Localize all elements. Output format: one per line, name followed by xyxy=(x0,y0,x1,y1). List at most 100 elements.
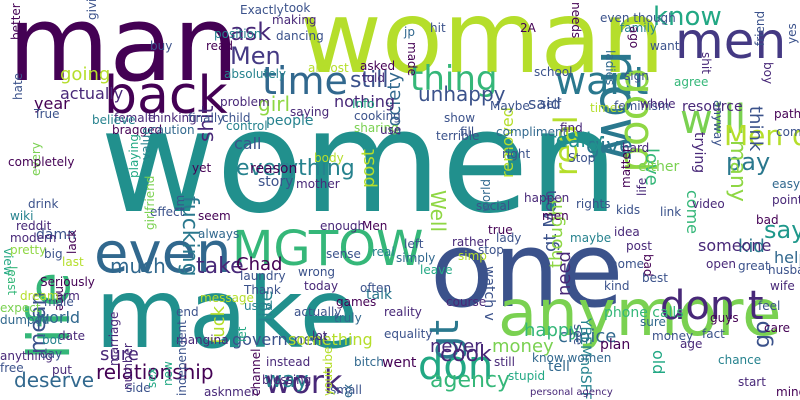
word-236: bad xyxy=(756,213,779,227)
word-186: sharing xyxy=(354,121,399,135)
word-63: old xyxy=(649,350,668,375)
word-256: rather xyxy=(452,235,489,249)
word-116: instead xyxy=(266,355,311,369)
word-101: lot xyxy=(312,329,328,343)
word-35: take xyxy=(196,254,244,279)
word-228: sure xyxy=(640,315,666,329)
word-10: men xyxy=(675,12,787,70)
word-18: don xyxy=(418,343,494,389)
word-172: buy xyxy=(150,39,173,53)
word-210: ago xyxy=(627,26,641,49)
word-238: link xyxy=(660,205,682,219)
word-86: phone calls xyxy=(604,305,684,321)
word-261: real xyxy=(372,245,395,259)
word-129: completely xyxy=(8,155,75,169)
word-82: talk xyxy=(366,287,393,303)
word-117: blessing xyxy=(262,373,312,387)
word-13: time xyxy=(262,59,348,103)
word-90: either xyxy=(638,159,680,175)
word-88: tell xyxy=(548,359,570,375)
word-241: post xyxy=(626,239,652,253)
word-83: went xyxy=(382,355,417,371)
word-6: even xyxy=(94,221,232,286)
word-125: date xyxy=(58,329,86,343)
word-20: Men don xyxy=(724,119,800,152)
word-0: women xyxy=(100,80,619,245)
word-48: Well xyxy=(426,190,450,233)
word-76: damn xyxy=(36,227,76,243)
word-91: trying xyxy=(691,132,707,174)
word-187: use xyxy=(380,123,402,137)
word-250: happen xyxy=(524,191,570,205)
word-199: self xyxy=(540,97,562,111)
word-209: whole xyxy=(640,97,676,111)
word-146: bot xyxy=(42,333,62,347)
word-77: call xyxy=(234,134,262,153)
word-240: idea xyxy=(614,225,640,239)
word-87: plan xyxy=(600,337,631,353)
word-181: saying xyxy=(290,105,330,119)
word-114: asknmen xyxy=(204,385,259,399)
word-196: Maybe xyxy=(490,99,530,113)
word-43: girl xyxy=(258,92,291,116)
word-133: wiki xyxy=(10,209,34,223)
word-9: MGTOW xyxy=(232,221,424,277)
word-227: start xyxy=(738,375,766,389)
word-229: money xyxy=(652,329,694,343)
word-135: pretty xyxy=(10,243,47,257)
word-178: dancing xyxy=(276,29,324,43)
word-254: true xyxy=(488,223,513,237)
word-71: something xyxy=(288,330,373,349)
word-99: today xyxy=(304,279,339,293)
word-118: mangina xyxy=(176,333,229,347)
word-94: know women xyxy=(532,351,612,365)
word-155: female xyxy=(114,111,156,125)
word-182: Info xyxy=(352,97,375,111)
word-64: kid xyxy=(738,236,765,257)
word-143: expect xyxy=(0,301,41,315)
word-233: chance xyxy=(718,353,762,367)
word-104: youtube xyxy=(321,346,335,396)
word-207: feminism xyxy=(614,99,670,113)
word-107: equality xyxy=(384,327,433,341)
word-22: know xyxy=(653,2,722,32)
word-121: new xyxy=(161,361,175,386)
word-12: don t xyxy=(660,283,764,329)
word-72: world xyxy=(36,308,81,327)
word-161: child xyxy=(222,111,251,125)
word-126: lack xyxy=(65,229,79,254)
word-120: let xyxy=(235,326,249,342)
word-185: told xyxy=(362,71,385,85)
word-39: unhappy xyxy=(418,82,506,106)
word-212: agree xyxy=(674,75,709,89)
word-34: way xyxy=(264,368,309,393)
word-188: jp xyxy=(404,25,415,39)
word-110: laundry xyxy=(240,269,286,283)
word-263: often xyxy=(360,281,392,295)
word-33: still xyxy=(350,68,389,93)
word-131: reddit xyxy=(16,219,52,233)
word-230: age xyxy=(680,337,703,351)
word-201: Stop xyxy=(568,151,596,165)
word-113: message xyxy=(200,291,254,305)
word-190: hit xyxy=(430,21,446,35)
word-152: better xyxy=(9,3,23,40)
word-105: bitch xyxy=(354,355,384,369)
word-141: free xyxy=(0,361,24,375)
word-53: said xyxy=(528,94,561,113)
word-68: help xyxy=(774,248,800,267)
word-69: resource xyxy=(682,99,743,115)
word-127: True xyxy=(34,107,60,121)
word-24: relationship xyxy=(96,360,214,384)
word-56: removed xyxy=(498,107,517,178)
word-211: want xyxy=(650,39,680,53)
word-65: someone xyxy=(698,236,772,255)
word-102: small xyxy=(330,383,362,397)
word-30: Men xyxy=(230,42,281,70)
word-154: giving xyxy=(85,0,99,20)
word-79: story xyxy=(258,174,294,190)
word-214: anyway xyxy=(711,100,725,147)
word-231: fact xyxy=(702,327,725,341)
word-124: number xyxy=(121,343,135,390)
